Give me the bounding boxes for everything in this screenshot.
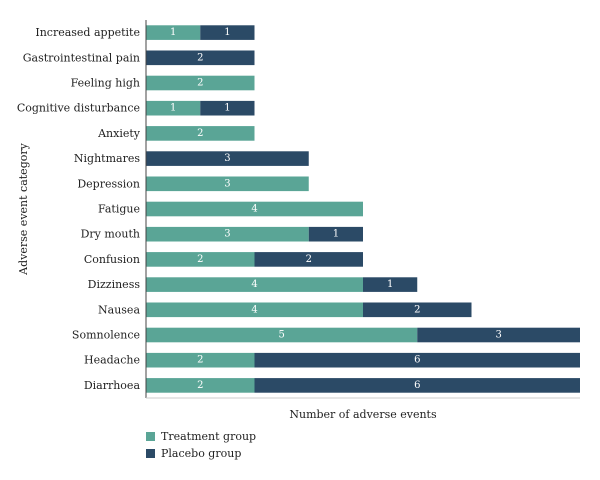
legend-swatch-treatment — [146, 432, 155, 441]
bar-value-label: 2 — [197, 254, 203, 265]
category-label: Somnolence — [72, 329, 140, 342]
bar-placebo — [200, 100, 255, 116]
bar-placebo — [200, 25, 255, 40]
category-label: Fatigue — [98, 203, 140, 216]
bar-value-label: 2 — [197, 78, 203, 89]
bar-value-labels: 1 1 2 2 1 1 2 3 3 4 3 1 2 2 4 1 4 2 5 3 2 6 2 6 — [170, 27, 502, 391]
bar-value-label: 4 — [251, 304, 257, 315]
bar-placebo — [254, 352, 580, 368]
bar-treatment — [146, 252, 255, 267]
bar-value-label: 4 — [251, 279, 257, 290]
bar-treatment — [146, 25, 201, 40]
x-axis-title: Number of adverse events — [289, 408, 437, 421]
category-label: Cognitive disturbance — [17, 102, 140, 115]
bar-value-label: 2 — [197, 380, 203, 391]
legend: Treatment group Placebo group — [146, 428, 256, 462]
bar-placebo — [254, 378, 580, 393]
bar-value-label: 3 — [224, 178, 230, 189]
bar-value-label: 2 — [306, 254, 312, 265]
category-label: Gastrointestinal pain — [23, 51, 140, 64]
bar-treatment — [146, 201, 363, 217]
bar-treatment — [146, 352, 255, 368]
bar-placebo — [254, 252, 363, 267]
category-label: Diarrhoea — [84, 379, 141, 392]
bar-value-label: 3 — [495, 330, 501, 341]
legend-label-treatment: Treatment group — [161, 430, 257, 443]
bar-value-label: 1 — [387, 279, 393, 290]
category-label: Headache — [84, 354, 140, 367]
bar-value-label: 3 — [224, 229, 230, 240]
legend-item-placebo: Placebo group — [146, 445, 256, 462]
category-label: Depression — [77, 177, 140, 190]
bar-value-label: 3 — [224, 153, 230, 164]
category-labels: Increased appetite Gastrointestinal pain F… — [17, 26, 141, 392]
bar-treatment — [146, 302, 363, 318]
bars — [146, 25, 580, 393]
bar-value-label: 6 — [414, 355, 420, 366]
bar-placebo — [363, 302, 472, 318]
category-label: Dry mouth — [81, 228, 140, 241]
bar-treatment — [146, 126, 255, 141]
bar-placebo — [308, 226, 363, 242]
bar-treatment — [146, 327, 418, 343]
bar-value-label: 1 — [224, 103, 230, 114]
bar-placebo — [417, 327, 580, 343]
category-label: Dizziness — [88, 278, 141, 291]
bar-placebo — [363, 277, 418, 292]
bar-value-label: 1 — [170, 27, 176, 38]
category-label: Increased appetite — [35, 26, 140, 39]
bar-placebo — [146, 50, 255, 66]
y-axis-title: Adverse event category — [17, 142, 30, 275]
bar-treatment — [146, 176, 309, 192]
bar-value-label: 2 — [414, 304, 420, 315]
legend-label-placebo: Placebo group — [161, 447, 242, 460]
bar-treatment — [146, 378, 255, 393]
bar-value-label: 4 — [251, 204, 257, 215]
bar-treatment — [146, 277, 363, 292]
bar-value-label: 2 — [197, 355, 203, 366]
category-label: Anxiety — [97, 127, 141, 140]
bar-value-label: 1 — [224, 27, 230, 38]
bar-value-label: 6 — [414, 380, 420, 391]
legend-swatch-placebo — [146, 449, 155, 458]
category-label: Nausea — [98, 303, 140, 316]
category-label: Feeling high — [71, 77, 140, 90]
bar-placebo — [146, 151, 309, 166]
category-label: Nightmares — [74, 152, 140, 165]
bar-treatment — [146, 226, 309, 242]
bar-value-label: 5 — [278, 330, 284, 341]
bar-value-label: 1 — [170, 103, 176, 114]
bar-treatment — [146, 75, 255, 91]
bar-value-label: 2 — [197, 52, 203, 63]
bar-treatment — [146, 100, 201, 116]
category-label: Confusion — [84, 253, 140, 266]
bar-value-label: 1 — [333, 229, 339, 240]
legend-item-treatment: Treatment group — [146, 428, 256, 445]
bar-value-label: 2 — [197, 128, 203, 139]
